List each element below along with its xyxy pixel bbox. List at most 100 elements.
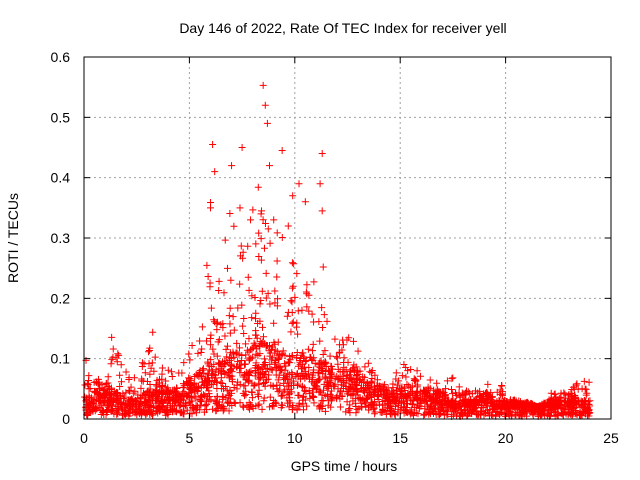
data-point	[402, 363, 410, 371]
data-point	[293, 323, 301, 331]
data-point	[269, 382, 277, 390]
data-point	[578, 385, 586, 393]
data-point	[519, 403, 527, 411]
data-point	[278, 391, 286, 399]
data-point	[299, 400, 307, 408]
data-point	[394, 409, 402, 417]
data-point	[244, 273, 252, 281]
data-point	[240, 382, 248, 390]
data-point	[517, 409, 525, 417]
data-point	[262, 269, 270, 277]
data-point	[271, 360, 279, 368]
data-point	[221, 236, 229, 244]
data-point	[192, 371, 200, 379]
data-point	[178, 369, 186, 377]
data-point	[204, 360, 212, 368]
data-point	[247, 401, 255, 409]
data-point	[498, 382, 506, 390]
data-point	[240, 392, 248, 400]
data-point	[579, 402, 587, 410]
data-point	[211, 168, 219, 176]
data-point	[464, 399, 472, 407]
data-point	[271, 287, 279, 295]
data-point	[185, 389, 193, 397]
data-point	[485, 393, 493, 401]
data-point	[452, 404, 460, 412]
data-point	[228, 162, 236, 170]
data-point	[145, 348, 153, 356]
data-point	[108, 395, 116, 403]
data-point	[280, 388, 288, 396]
data-point	[527, 408, 535, 416]
data-point	[288, 284, 296, 292]
data-point	[236, 280, 244, 288]
data-point	[391, 403, 399, 411]
data-points	[81, 81, 594, 420]
data-point	[95, 378, 103, 386]
data-point	[259, 340, 267, 348]
data-point	[296, 355, 304, 363]
data-point	[166, 394, 174, 402]
data-point	[427, 402, 435, 410]
data-point	[449, 374, 457, 382]
data-point	[343, 398, 351, 406]
data-point	[222, 345, 230, 353]
data-point	[302, 357, 310, 365]
data-point	[289, 282, 297, 290]
data-point	[247, 354, 255, 362]
data-point	[230, 222, 238, 230]
data-point	[199, 365, 207, 373]
data-point	[198, 323, 206, 331]
data-point	[251, 293, 259, 301]
data-point	[568, 412, 576, 420]
data-point	[573, 380, 581, 388]
data-point	[583, 405, 591, 413]
data-point	[368, 377, 376, 385]
y-tick-label: 0	[62, 411, 70, 427]
data-point	[109, 345, 117, 353]
data-point	[406, 410, 414, 418]
data-point	[427, 410, 435, 418]
data-point	[223, 264, 231, 272]
data-point	[487, 389, 495, 397]
data-point	[388, 387, 396, 395]
plot-frame	[83, 56, 612, 420]
data-point	[158, 375, 166, 383]
data-point	[257, 235, 265, 243]
data-point	[485, 409, 493, 417]
data-point	[151, 387, 159, 395]
data-point	[318, 304, 326, 312]
data-point	[204, 370, 212, 378]
data-point	[81, 381, 89, 389]
data-point	[545, 402, 553, 410]
data-point	[443, 377, 451, 385]
data-point	[207, 341, 215, 349]
data-point	[288, 298, 296, 306]
data-point	[317, 401, 325, 409]
data-point	[215, 336, 223, 344]
data-point	[255, 386, 263, 394]
data-point	[308, 356, 316, 364]
data-point	[266, 300, 274, 308]
data-point	[254, 351, 262, 359]
data-point	[90, 395, 98, 403]
data-point	[406, 396, 414, 404]
data-point	[491, 402, 499, 410]
data-point	[291, 293, 299, 301]
data-point	[247, 216, 255, 224]
data-point	[215, 401, 223, 409]
data-point	[131, 409, 139, 417]
data-point	[339, 341, 347, 349]
data-point	[113, 358, 121, 366]
data-point	[310, 278, 318, 286]
data-point	[236, 204, 244, 212]
data-point	[318, 397, 326, 405]
data-point	[347, 374, 355, 382]
data-point	[197, 348, 205, 356]
data-point	[271, 398, 279, 406]
data-point	[376, 385, 384, 393]
data-point	[320, 311, 328, 319]
data-point	[403, 408, 411, 416]
data-point	[261, 361, 269, 369]
data-point	[114, 350, 122, 358]
